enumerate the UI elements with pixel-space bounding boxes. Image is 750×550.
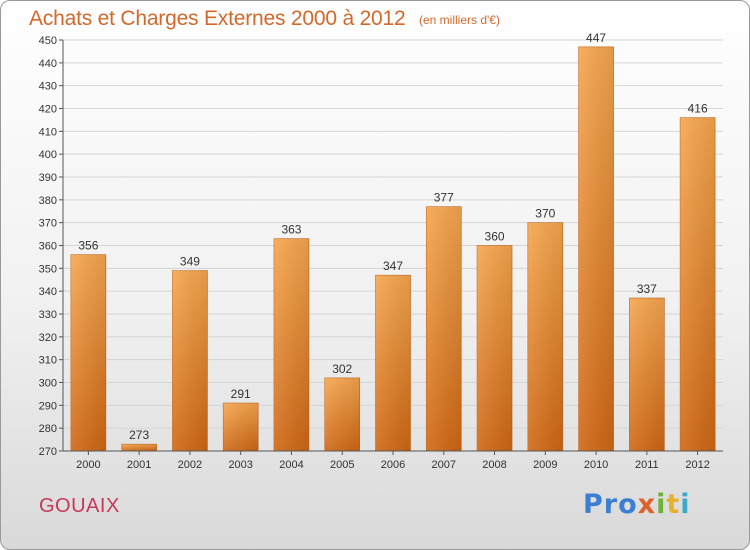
data-label-2011: 337 <box>637 282 657 296</box>
data-labels: 356 273 349 291 363 302 347 377 360 370 447 337 416 <box>78 31 708 442</box>
bar-shade-2011 <box>629 298 665 451</box>
bar-shade-2002 <box>172 270 208 451</box>
data-label-2012: 416 <box>688 102 708 116</box>
y-tick-label: 370 <box>39 218 57 230</box>
y-tick-label: 280 <box>39 423 57 435</box>
bar-shade-2012 <box>680 117 716 451</box>
data-label-2008: 360 <box>485 230 505 244</box>
bar-shade-2005 <box>324 377 360 451</box>
y-tick-label: 350 <box>39 263 57 275</box>
data-label-2005: 302 <box>332 362 352 376</box>
y-tick-label: 400 <box>39 149 57 161</box>
x-tick-label-2010: 2010 <box>584 459 608 471</box>
bar-shade-2003 <box>223 403 259 451</box>
data-label-2001: 273 <box>129 428 149 442</box>
x-tick-label-2012: 2012 <box>685 459 709 471</box>
data-label-2004: 363 <box>281 223 301 237</box>
y-tick-label: 340 <box>39 286 57 298</box>
bar-shade-2007 <box>426 206 462 451</box>
x-tick-label-2001: 2001 <box>127 459 151 471</box>
x-tick-label-2011: 2011 <box>635 459 659 471</box>
y-tick-label: 410 <box>39 126 57 138</box>
data-label-2003: 291 <box>231 387 251 401</box>
data-label-2010: 447 <box>586 31 606 45</box>
x-tick-label-2004: 2004 <box>279 459 303 471</box>
x-axis-ticks: 2000 2001 2002 2003 2004 2005 2006 2007 2008 2009… <box>76 451 710 471</box>
logo-letter-i2: i <box>680 489 691 520</box>
data-label-2007: 377 <box>434 191 454 205</box>
data-label-2002: 349 <box>180 255 200 269</box>
bars <box>70 46 716 452</box>
x-tick-label-2005: 2005 <box>330 459 354 471</box>
y-tick-label: 390 <box>39 172 57 184</box>
chart-title: Achats et Charges Externes 2000 à 2012 <box>29 7 406 30</box>
y-axis-ticks: 270 280 290 300 310 320 330 340 350 360 370 380 390 4… <box>39 35 63 458</box>
bar-shade-2008 <box>477 245 513 451</box>
x-tick-label-2003: 2003 <box>228 459 252 471</box>
x-tick-label-2007: 2007 <box>432 459 456 471</box>
y-tick-label: 290 <box>39 400 57 412</box>
x-tick-label-2002: 2002 <box>178 459 202 471</box>
bar-shade-2006 <box>375 275 411 451</box>
chart-subtitle: (en milliers d'€) <box>419 13 500 27</box>
proxiti-logo: Proxiti <box>583 489 691 520</box>
bar-shade-2000 <box>70 254 106 451</box>
logo-letter-t: t <box>666 489 681 520</box>
y-tick-label: 310 <box>39 355 57 367</box>
bar-shade-2009 <box>527 222 563 451</box>
bar-shade-2004 <box>273 238 309 451</box>
logo-letters-pro: Pro <box>583 489 638 520</box>
bar-shade-2001 <box>121 444 157 451</box>
town-name: GOUAIX <box>39 495 120 517</box>
y-tick-label: 320 <box>39 332 57 344</box>
data-label-2009: 370 <box>535 207 555 221</box>
y-tick-label: 300 <box>39 378 57 390</box>
data-label-2000: 356 <box>78 239 98 253</box>
y-tick-label: 440 <box>39 58 57 70</box>
y-tick-label: 420 <box>39 104 57 116</box>
bar-shade-2010 <box>578 46 614 451</box>
y-tick-label: 360 <box>39 241 57 253</box>
axes <box>62 40 723 452</box>
logo-letter-i: i <box>656 489 667 520</box>
logo-letter-x: x <box>637 489 657 520</box>
y-tick-label: 330 <box>39 309 57 321</box>
y-tick-label: 380 <box>39 195 57 207</box>
data-label-2006: 347 <box>383 259 403 273</box>
y-tick-label: 450 <box>39 35 57 47</box>
x-tick-label-2000: 2000 <box>76 459 100 471</box>
y-tick-label: 270 <box>39 446 57 458</box>
x-tick-label-2006: 2006 <box>381 459 405 471</box>
x-tick-label-2009: 2009 <box>533 459 557 471</box>
x-tick-label-2008: 2008 <box>482 459 506 471</box>
y-tick-label: 430 <box>39 81 57 93</box>
